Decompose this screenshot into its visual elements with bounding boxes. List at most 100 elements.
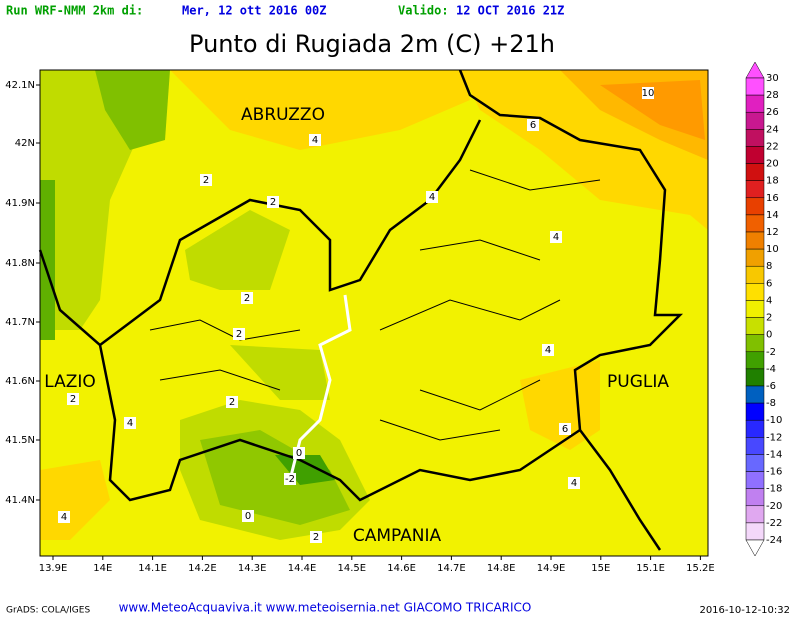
region-label: CAMPANIA bbox=[353, 526, 442, 546]
contour-label: 2 bbox=[313, 532, 319, 543]
colorbar-band bbox=[745, 146, 765, 164]
region-label: LAZIO bbox=[44, 372, 96, 392]
lon-label: 15E bbox=[591, 563, 610, 574]
lat-label: 41.4N bbox=[5, 495, 35, 506]
colorbar-band bbox=[745, 402, 765, 421]
credits: www.MeteoAcquaviva.it www.meteoisernia.n… bbox=[119, 601, 532, 615]
lon-label: 14.8E bbox=[487, 563, 516, 574]
lon-label: 15.1E bbox=[636, 563, 665, 574]
lon-label: 14.1E bbox=[138, 563, 167, 574]
contour-label-bg bbox=[559, 423, 571, 435]
contour-label-bg bbox=[642, 87, 654, 99]
colorbar-label: -12 bbox=[766, 432, 782, 443]
colorbar-band bbox=[745, 437, 765, 455]
colorbar-label: 2 bbox=[766, 313, 772, 324]
colorbar-band bbox=[745, 454, 765, 472]
contour-label-bg bbox=[568, 477, 580, 489]
colorbar-band bbox=[745, 111, 765, 130]
lon-label: 14.4E bbox=[288, 563, 317, 574]
contour-label: 10 bbox=[642, 88, 655, 99]
colorbar-band bbox=[745, 197, 765, 216]
contour-label-bg bbox=[200, 174, 212, 186]
lat-label: 41.5N bbox=[5, 435, 35, 446]
valid-label: Valido: bbox=[398, 4, 449, 18]
colorbar-label: -16 bbox=[766, 467, 782, 478]
colorbar-band bbox=[745, 248, 765, 267]
colorbar-band bbox=[745, 283, 765, 301]
colorbar-band bbox=[745, 505, 765, 524]
contour-label: 2 bbox=[229, 397, 235, 408]
lon-label: 14E bbox=[93, 563, 112, 574]
lon-label: 14.2E bbox=[188, 563, 217, 574]
colorbar-top bbox=[745, 61, 765, 79]
contour-label-bg bbox=[293, 447, 305, 459]
colorbar-band bbox=[745, 129, 765, 147]
contour-label-bg bbox=[267, 196, 279, 208]
contour-label: 0 bbox=[296, 448, 302, 459]
lon-label: 14.5E bbox=[338, 563, 367, 574]
lon-label: 14.3E bbox=[238, 563, 267, 574]
colorbar-label: 0 bbox=[766, 330, 772, 341]
colorbar-label: 16 bbox=[766, 193, 779, 204]
contour-label-bg bbox=[542, 344, 554, 356]
contour-label-bg bbox=[242, 510, 254, 522]
valid-date: 12 OCT 2016 21Z bbox=[456, 4, 564, 18]
colorbar-band bbox=[745, 471, 765, 489]
contour-label-bg bbox=[124, 417, 136, 429]
contour-label-bg bbox=[58, 511, 70, 523]
timestamp: 2016-10-12-10:32 bbox=[699, 605, 790, 616]
region-label: ABRUZZO bbox=[241, 105, 325, 125]
run-label: Run WRF-NMM 2km di: bbox=[6, 4, 143, 18]
contour-label-bg bbox=[233, 328, 245, 340]
contour-label: 4 bbox=[545, 345, 551, 356]
contour-label-bg bbox=[550, 231, 562, 243]
colorbar-band bbox=[745, 351, 765, 370]
lon-label: 13.9E bbox=[39, 563, 68, 574]
contour-label-bg bbox=[527, 119, 539, 131]
contour-label: 6 bbox=[562, 424, 568, 435]
colorbar-label: -6 bbox=[766, 381, 776, 392]
colorbar-label: -20 bbox=[766, 501, 782, 512]
colorbar-label: -2 bbox=[766, 347, 776, 358]
colorbar-label: 10 bbox=[766, 244, 779, 255]
contour-label: 2 bbox=[270, 197, 276, 208]
colorbar: 302826242220181614121086420-2-4-6-8-10-1… bbox=[745, 61, 782, 557]
contour-label-bg bbox=[310, 531, 322, 543]
contour-label-bg bbox=[309, 134, 321, 146]
colorbar-band bbox=[745, 265, 765, 284]
colorbar-label: 30 bbox=[766, 73, 779, 84]
colorbar-label: -10 bbox=[766, 415, 782, 426]
contour-label: 4 bbox=[429, 192, 435, 203]
contour-label-bg bbox=[226, 396, 238, 408]
colorbar-label: 12 bbox=[766, 227, 779, 238]
map-title: Punto di Rugiada 2m (C) +21h bbox=[189, 30, 555, 58]
colorbar-band bbox=[745, 317, 765, 335]
colorbar-band bbox=[745, 522, 765, 541]
lon-label: 14.7E bbox=[437, 563, 466, 574]
colorbar-band bbox=[745, 385, 765, 404]
colorbar-band bbox=[745, 180, 765, 199]
contour-label: 6 bbox=[530, 120, 536, 131]
colorbar-band bbox=[745, 334, 765, 353]
colorbar-label: 18 bbox=[766, 176, 779, 187]
colorbar-label: -22 bbox=[766, 518, 782, 529]
contour-label: 4 bbox=[312, 135, 318, 146]
colorbar-label: 24 bbox=[766, 124, 779, 135]
colorbar-band bbox=[745, 419, 765, 438]
colorbar-band bbox=[745, 77, 765, 96]
contour-label: 4 bbox=[61, 512, 67, 523]
colorbar-band bbox=[745, 214, 765, 233]
contour-label-bg bbox=[241, 292, 253, 304]
contour-label: 2 bbox=[236, 329, 242, 340]
lon-label: 14.9E bbox=[537, 563, 566, 574]
colorbar-bottom bbox=[745, 539, 765, 557]
colorbar-label: -24 bbox=[766, 535, 782, 546]
colorbar-label: -18 bbox=[766, 484, 782, 495]
contour-label: 4 bbox=[571, 478, 577, 489]
contour-label: 0 bbox=[245, 511, 251, 522]
contour-label: 4 bbox=[127, 418, 133, 429]
colorbar-label: 26 bbox=[766, 107, 779, 118]
contour-label-bg bbox=[284, 473, 296, 485]
colorbar-label: 22 bbox=[766, 141, 779, 152]
